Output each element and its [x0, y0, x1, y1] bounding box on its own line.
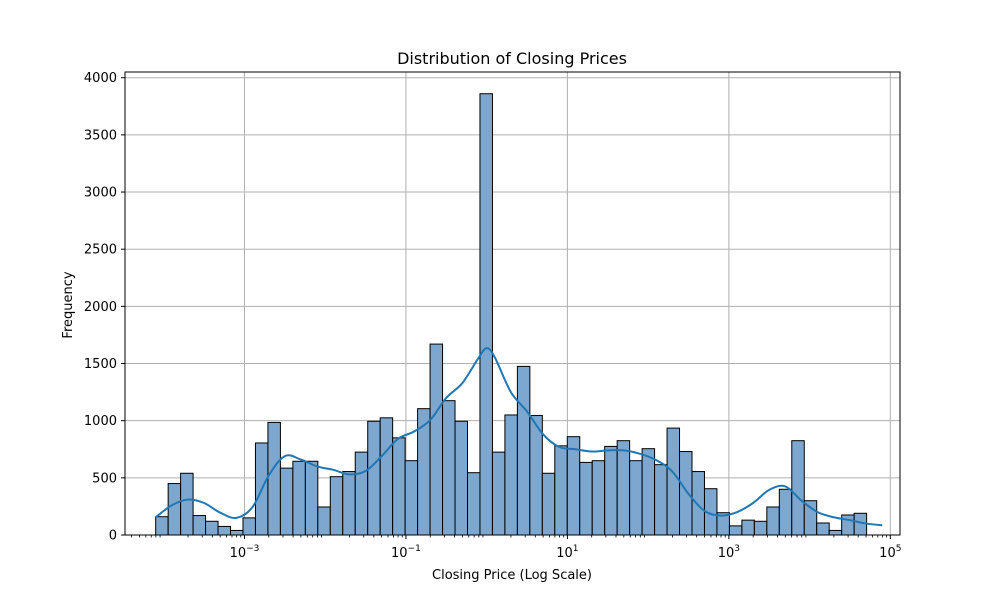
grid	[125, 72, 900, 536]
histogram-bar	[379, 417, 394, 536]
histogram-bar	[654, 464, 668, 536]
histogram-bar	[155, 516, 169, 536]
histogram-bar	[679, 451, 693, 536]
y-tick-label: 500	[92, 471, 117, 486]
histogram-bar	[691, 471, 705, 536]
y-tick-label: 2000	[84, 300, 117, 315]
histogram-bar	[367, 420, 381, 536]
histogram-bar	[529, 415, 543, 536]
histogram-bar	[466, 472, 481, 536]
histogram-bar	[666, 427, 681, 536]
histogram-bar	[230, 529, 244, 536]
x-axis-ticks: 10−3 10−1 101 103 105	[131, 535, 901, 561]
plot-frame	[124, 71, 901, 536]
histogram-bar	[516, 365, 531, 536]
histogram-bar	[442, 400, 456, 536]
histogram-bar	[841, 514, 855, 536]
y-tick-label: 0	[109, 529, 117, 544]
histogram-bar	[629, 460, 643, 536]
histogram-bar	[267, 421, 281, 536]
y-tick-label: 2500	[84, 243, 117, 258]
histogram-bar	[242, 517, 256, 536]
histogram-bar	[766, 506, 780, 536]
histogram-bar	[479, 93, 493, 536]
histogram-bar	[828, 529, 843, 536]
histogram-bar	[354, 451, 369, 536]
chart-title: Distribution of Closing Prices	[397, 49, 627, 68]
histogram-bar	[554, 445, 568, 536]
histogram-bar	[728, 525, 743, 536]
histogram-bar	[454, 420, 468, 536]
histogram-bar	[778, 488, 793, 536]
histogram-bar	[491, 451, 506, 536]
histogram-bar	[429, 343, 444, 536]
histogram-bar	[753, 520, 768, 536]
y-axis-label: Frequency	[61, 271, 76, 338]
histogram-bar	[279, 467, 294, 536]
x-tick-label: 105	[879, 544, 901, 561]
histogram-bar	[329, 476, 344, 536]
histogram-bar	[317, 506, 331, 536]
x-tick-label: 10−3	[230, 544, 260, 561]
y-tick-label: 4000	[84, 71, 117, 86]
histogram-bar	[641, 448, 656, 536]
histogram-bar	[541, 472, 556, 536]
x-tick-label: 10−1	[391, 544, 421, 561]
histogram-bar	[741, 519, 755, 536]
histogram-bar	[504, 414, 518, 536]
histogram-bar	[803, 500, 818, 536]
histogram-bar	[342, 471, 356, 536]
histogram-bar	[192, 515, 207, 536]
histogram-bars	[155, 93, 868, 536]
histogram-bar	[304, 460, 319, 536]
histogram-bar	[566, 436, 581, 536]
x-tick-label: 101	[556, 544, 578, 561]
histogram-bar	[816, 522, 830, 536]
histogram-bar	[791, 440, 805, 536]
histogram-bar	[591, 460, 606, 536]
y-axis-ticks: 0 500 1000 1500 2000 2500 3000 3500 4000	[84, 71, 125, 544]
histogram-bar	[604, 445, 618, 536]
kde-curve	[155, 347, 883, 527]
histogram-bar	[404, 460, 419, 536]
histogram-bar	[217, 525, 232, 536]
histogram-bar	[392, 437, 406, 536]
y-tick-label: 1000	[84, 414, 117, 429]
histogram-bar	[180, 472, 194, 536]
histogram-bar	[616, 440, 631, 536]
histogram-bar	[579, 461, 593, 536]
y-tick-label: 1500	[84, 357, 117, 372]
x-axis-label: Closing Price (Log Scale)	[432, 568, 592, 583]
x-tick-label: 103	[718, 544, 740, 561]
y-tick-label: 3000	[84, 186, 117, 201]
histogram-bar	[167, 483, 182, 536]
histogram-bar	[205, 520, 219, 536]
histogram-bar	[292, 460, 306, 536]
y-tick-label: 3500	[84, 128, 117, 143]
